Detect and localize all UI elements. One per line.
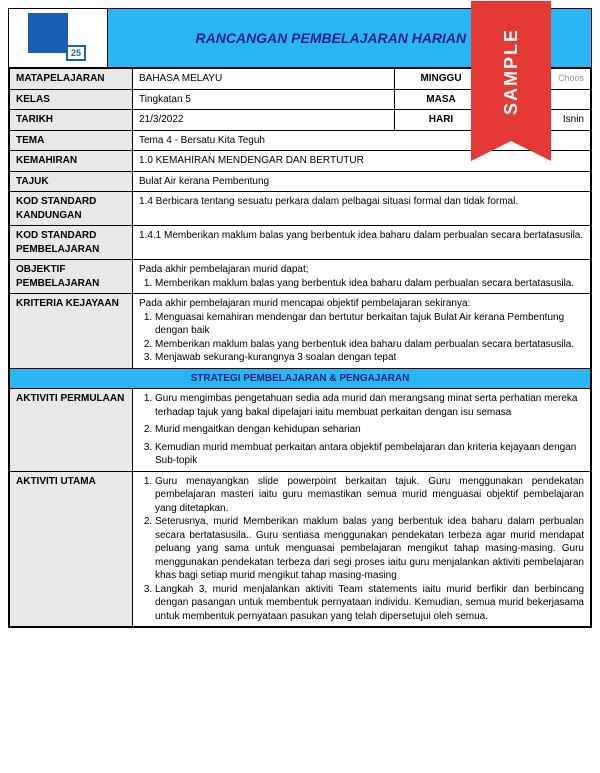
label-akt-utama: AKTIVITI UTAMA [10, 471, 133, 627]
logo-badge: 25 [66, 45, 86, 61]
label-kriteria: KRITERIA KEJAYAAN [10, 294, 133, 369]
objektif-intro: Pada akhir pembelajaran murid dapat; [139, 263, 584, 277]
label-tarikh: TARIKH [10, 110, 133, 131]
value-kelas: Tingkatan 5 [133, 89, 395, 110]
lesson-plan-page: SAMPLE 25 RANCANGAN PEMBELAJARAN HARIAN … [8, 8, 592, 628]
permulaan-list: Guru mengimbas pengetahuan sedia ada mur… [139, 392, 584, 468]
section-band: STRATEGI PEMBELAJARAN & PENGAJARAN [10, 368, 591, 389]
kriteria-list: Menguasai kemahiran mendengar dan bertut… [139, 311, 584, 365]
value-akt-permulaan: Guru mengimbas pengetahuan sedia ada mur… [133, 389, 591, 472]
list-item: Guru mengimbas pengetahuan sedia ada mur… [155, 392, 584, 419]
objektif-list: Memberikan maklum balas yang berbentuk i… [139, 277, 584, 291]
list-item: Memberikan maklum balas yang berbentuk i… [155, 338, 584, 352]
value-ksk: 1.4 Berbicara tentang sesuatu perkara da… [133, 192, 591, 226]
list-item: Kemudian murid membuat perkaitan antara … [155, 441, 584, 468]
label-akt-permulaan: AKTIVITI PERMULAAN [10, 389, 133, 472]
list-item: Memberikan maklum balas yang berbentuk i… [155, 277, 584, 291]
list-item: Seterusnya, murid Memberikan maklum bala… [155, 515, 584, 583]
logo-cell: 25 [9, 9, 108, 67]
list-item: Murid mengaitkan dengan kehidupan sehari… [155, 423, 584, 437]
list-item: Langkah 3, murid menjalankan aktiviti Te… [155, 583, 584, 624]
label-ksp: KOD STANDARD PEMBELAJARAN [10, 226, 133, 260]
value-matapelajaran: BAHASA MELAYU [133, 69, 395, 90]
ribbon-text: SAMPLE [501, 27, 522, 114]
value-ksp: 1.4.1 Memberikan maklum balas yang berbe… [133, 226, 591, 260]
value-objektif: Pada akhir pembelajaran murid dapat; Mem… [133, 260, 591, 294]
label-tajuk: TAJUK [10, 171, 133, 192]
list-item: Guru menayangkan slide powerpoint berkai… [155, 475, 584, 516]
value-kriteria: Pada akhir pembelajaran murid mencapai o… [133, 294, 591, 369]
list-item: Menjawab sekurang-kurangnya 3 soalan den… [155, 351, 584, 365]
label-kelas: KELAS [10, 89, 133, 110]
value-tajuk: Bulat Air kerana Pembentung [133, 171, 591, 192]
ts25-logo-icon: 25 [28, 13, 88, 63]
label-kemahiran: KEMAHIRAN [10, 151, 133, 172]
label-tema: TEMA [10, 130, 133, 151]
value-tarikh: 21/3/2022 [133, 110, 395, 131]
list-item: Menguasai kemahiran mendengar dan bertut… [155, 311, 584, 338]
label-matapelajaran: MATAPELAJARAN [10, 69, 133, 90]
value-akt-utama: Guru menayangkan slide powerpoint berkai… [133, 471, 591, 627]
label-objektif: OBJEKTIF PEMBELAJARAN [10, 260, 133, 294]
utama-list: Guru menayangkan slide powerpoint berkai… [139, 475, 584, 624]
sample-ribbon: SAMPLE [471, 1, 551, 141]
kriteria-intro: Pada akhir pembelajaran murid mencapai o… [139, 297, 584, 311]
label-ksk: KOD STANDARD KANDUNGAN [10, 192, 133, 226]
